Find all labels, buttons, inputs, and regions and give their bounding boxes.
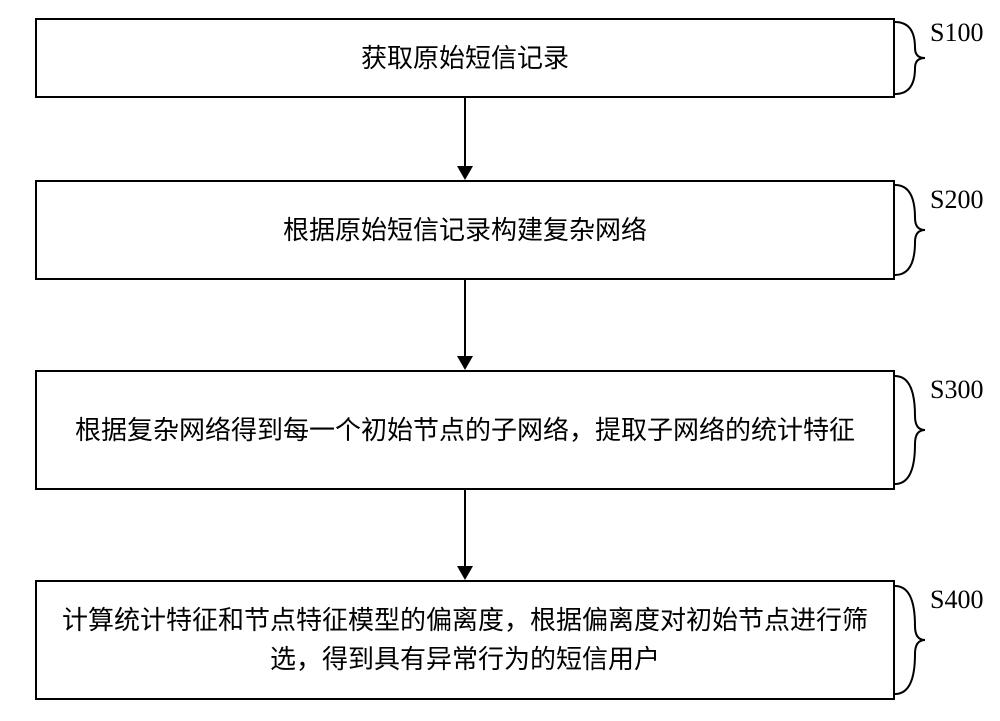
bracket-s400 bbox=[895, 580, 925, 700]
step-label-s200: S200 bbox=[930, 185, 983, 215]
step-text: 根据原始短信记录构建复杂网络 bbox=[283, 211, 647, 250]
arrow-head-s200-s300 bbox=[457, 356, 473, 370]
step-box-s200: 根据原始短信记录构建复杂网络 bbox=[35, 180, 895, 280]
arrow-s300-s400 bbox=[464, 490, 466, 566]
flowchart-canvas: 获取原始短信记录 S100 根据原始短信记录构建复杂网络 S200 根据复杂网络… bbox=[0, 0, 1000, 721]
step-label-s100: S100 bbox=[930, 18, 983, 48]
bracket-s200 bbox=[895, 180, 925, 280]
step-text: 计算统计特征和节点特征模型的偏离度，根据偏离度对初始节点进行筛选，得到具有异常行… bbox=[57, 601, 873, 679]
step-box-s100: 获取原始短信记录 bbox=[35, 18, 895, 98]
step-text: 获取原始短信记录 bbox=[361, 39, 569, 78]
arrow-head-s300-s400 bbox=[457, 566, 473, 580]
step-box-s400: 计算统计特征和节点特征模型的偏离度，根据偏离度对初始节点进行筛选，得到具有异常行… bbox=[35, 580, 895, 700]
arrow-s200-s300 bbox=[464, 280, 466, 356]
step-label-s300: S300 bbox=[930, 375, 983, 405]
bracket-s100 bbox=[895, 18, 925, 98]
arrow-head-s100-s200 bbox=[457, 166, 473, 180]
step-label-s400: S400 bbox=[930, 585, 983, 615]
bracket-s300 bbox=[895, 370, 925, 490]
step-box-s300: 根据复杂网络得到每一个初始节点的子网络，提取子网络的统计特征 bbox=[35, 370, 895, 490]
arrow-s100-s200 bbox=[464, 98, 466, 166]
step-text: 根据复杂网络得到每一个初始节点的子网络，提取子网络的统计特征 bbox=[75, 411, 855, 450]
